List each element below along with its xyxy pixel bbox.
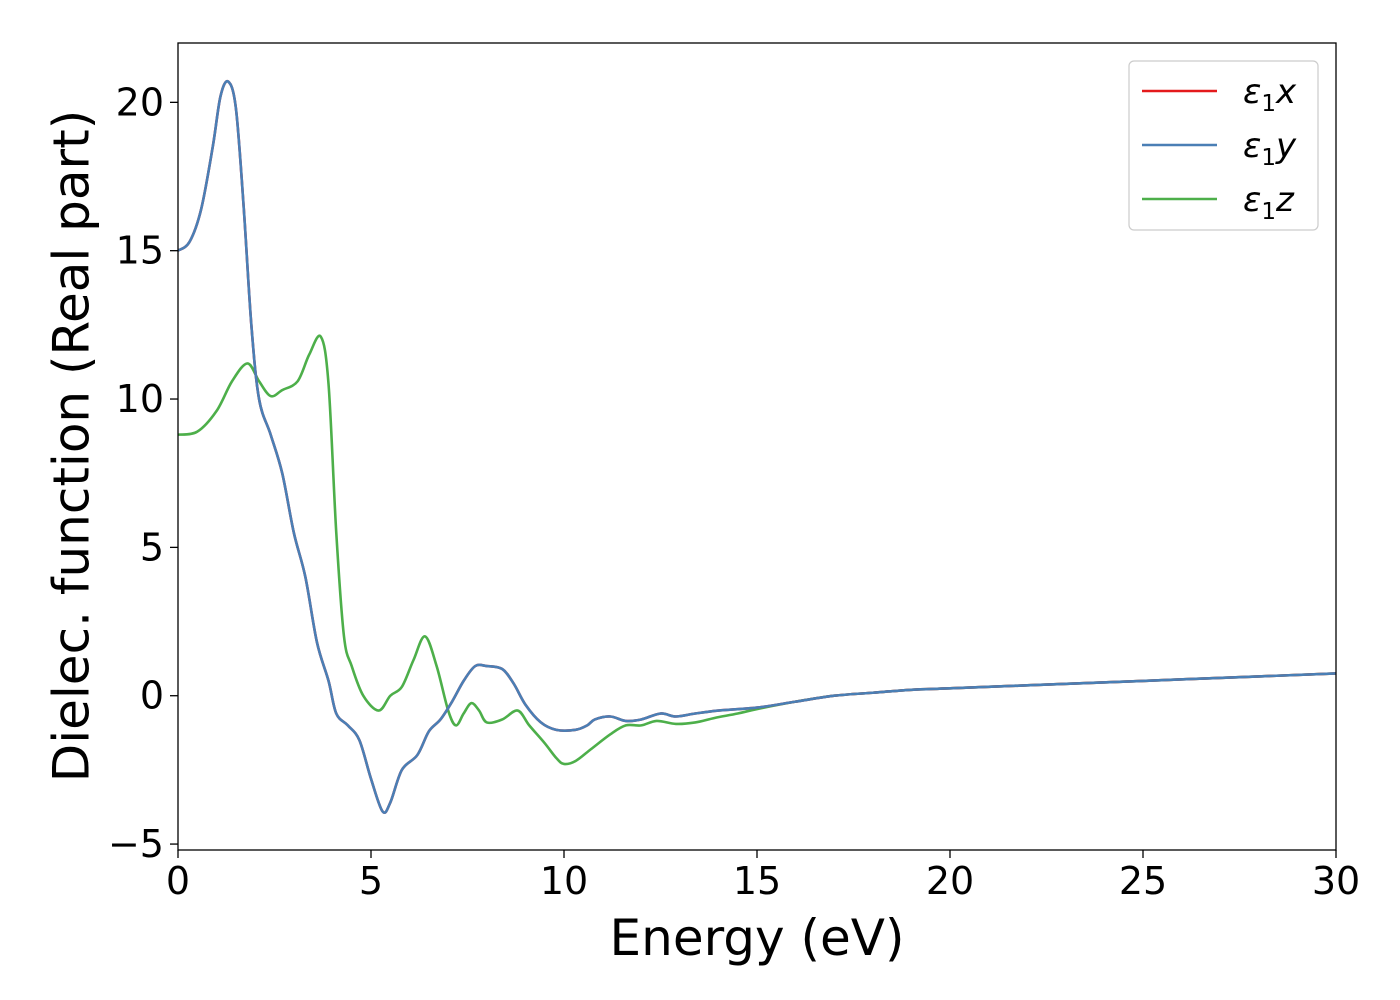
y-tick-label: −5 (108, 822, 164, 866)
legend-label-x: ε1x (1243, 72, 1297, 117)
legend-label-y: ε1y (1243, 126, 1297, 171)
y-axis: −5 0 5 10 15 20 (108, 80, 178, 866)
x-tick-label: 15 (733, 859, 781, 903)
y-tick-label: 15 (116, 229, 164, 273)
legend: ε1x ε1y ε1z (1128, 60, 1319, 231)
y-tick-label: 10 (116, 377, 164, 421)
y-tick-label: 20 (116, 80, 164, 124)
x-tick-label: 10 (540, 859, 588, 903)
x-tick-label: 0 (166, 859, 190, 903)
x-tick-label: 20 (926, 859, 974, 903)
legend-box (1128, 60, 1319, 231)
x-axis: 0 5 10 15 20 25 30 (166, 850, 1360, 903)
x-tick-label: 5 (359, 859, 383, 903)
y-tick-label: 0 (140, 674, 164, 718)
y-axis-title: Dielec. function (Real part) (43, 110, 101, 782)
series-layer (178, 79, 1336, 814)
x-tick-label: 30 (1312, 859, 1360, 903)
legend-label-z: ε1z (1243, 180, 1295, 225)
x-tick-label: 25 (1119, 859, 1167, 903)
series-line-y (178, 79, 1336, 814)
x-axis-title: Energy (eV) (610, 909, 905, 967)
y-tick-label: 5 (140, 525, 164, 569)
series-line-z (178, 334, 1336, 766)
